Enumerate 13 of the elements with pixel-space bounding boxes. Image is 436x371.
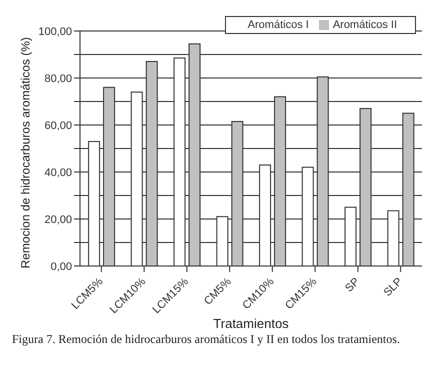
y-tick-label: 80,00 — [44, 72, 72, 85]
y-tick-label: 20,00 — [44, 214, 72, 226]
y-tick-label: 100,00 — [38, 26, 72, 38]
text: Aromáticos I — [248, 19, 309, 31]
text: Figura 7. Remoción de hidrocarburos aromáticos I y II en todos los tratamientos. — [11, 332, 401, 347]
x-tick-label: SP — [343, 276, 362, 295]
y-axis-title: Remocion de hidrocarburos aromáticos (%) — [18, 37, 32, 268]
y-tick-label: 40,00 — [44, 166, 72, 179]
y-tick-label: 60,00 — [44, 120, 72, 132]
x-tick-label: SLP — [382, 276, 405, 299]
x-axis-title: Tratamientos — [213, 316, 290, 331]
y-tick-label: 0,00 — [50, 260, 72, 273]
legend-label: Aromáticos II — [332, 19, 397, 31]
